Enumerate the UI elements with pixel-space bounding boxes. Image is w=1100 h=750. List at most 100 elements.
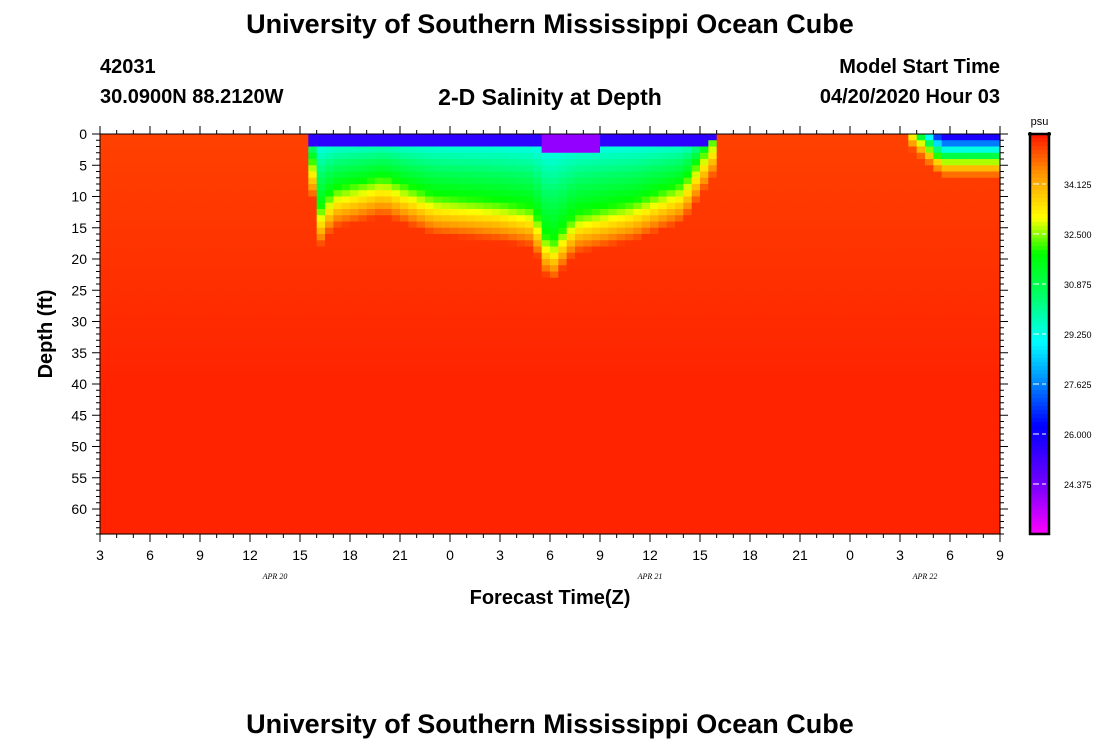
heatmap-cell <box>142 359 151 366</box>
heatmap-cell <box>558 509 567 516</box>
heatmap-cell <box>517 440 526 447</box>
heatmap-cell <box>108 315 117 322</box>
heatmap-cell <box>283 440 292 447</box>
heatmap-cell <box>233 403 242 410</box>
heatmap-cell <box>217 415 226 422</box>
heatmap-cell <box>392 472 401 479</box>
heatmap-cell <box>183 209 192 216</box>
heatmap-cell <box>642 290 651 297</box>
heatmap-cell <box>158 234 167 241</box>
heatmap-cell <box>675 222 684 229</box>
heatmap-cell <box>383 334 392 341</box>
heatmap-cell <box>625 397 634 404</box>
heatmap-cell <box>375 340 384 347</box>
heatmap-cell <box>567 515 576 522</box>
heatmap-cell <box>258 203 267 210</box>
heatmap-cell <box>583 472 592 479</box>
heatmap-cell <box>308 297 317 304</box>
heatmap-cell <box>125 172 134 179</box>
heatmap-cell <box>567 297 576 304</box>
heatmap-cell <box>225 228 234 235</box>
heatmap-cell <box>350 390 359 397</box>
heatmap-cell <box>592 453 601 460</box>
heatmap-cell <box>683 315 692 322</box>
heatmap-cell <box>692 209 701 216</box>
heatmap-cell <box>425 278 434 285</box>
heatmap-cell <box>383 234 392 241</box>
heatmap-cell <box>425 440 434 447</box>
heatmap-cell <box>100 378 109 385</box>
heatmap-cell <box>333 353 342 360</box>
heatmap-cell <box>425 197 434 204</box>
heatmap-cell <box>100 522 109 529</box>
heatmap-cell <box>600 390 609 397</box>
heatmap-cell <box>692 453 701 460</box>
heatmap-cell <box>725 153 734 160</box>
heatmap-cell <box>408 278 417 285</box>
heatmap-cell <box>400 197 409 204</box>
heatmap-cell <box>258 190 267 197</box>
heatmap-cell <box>392 297 401 304</box>
heatmap-cell <box>192 434 201 441</box>
heatmap-cell <box>467 378 476 385</box>
heatmap-cell <box>475 447 484 454</box>
heatmap-cell <box>142 422 151 429</box>
heatmap-cell <box>542 397 551 404</box>
heatmap-cell <box>725 465 734 472</box>
heatmap-cell <box>125 472 134 479</box>
heatmap-cell <box>217 197 226 204</box>
heatmap-cell <box>450 215 459 222</box>
heatmap-cell <box>533 222 542 229</box>
heatmap-cell <box>617 140 626 147</box>
heatmap-cell <box>142 228 151 235</box>
heatmap-cell <box>342 415 351 422</box>
heatmap-cell <box>633 397 642 404</box>
heatmap-cell <box>517 315 526 322</box>
heatmap-cell <box>208 359 217 366</box>
heatmap-cell <box>250 140 259 147</box>
heatmap-cell <box>108 509 117 516</box>
heatmap-cell <box>617 240 626 247</box>
heatmap-cell <box>167 503 176 510</box>
heatmap-cell <box>717 440 726 447</box>
heatmap-cell <box>242 478 251 485</box>
heatmap-cell <box>375 228 384 235</box>
heatmap-cell <box>525 515 534 522</box>
heatmap-cell <box>708 278 717 285</box>
heatmap-cell <box>242 165 251 172</box>
heatmap-cell <box>100 184 109 191</box>
heatmap-cell <box>367 478 376 485</box>
heatmap-cell <box>525 409 534 416</box>
heatmap-cell <box>358 159 367 166</box>
heatmap-cell <box>700 465 709 472</box>
heatmap-cell <box>350 134 359 141</box>
heatmap-cell <box>675 440 684 447</box>
heatmap-cell <box>633 415 642 422</box>
heatmap-cell <box>367 222 376 229</box>
heatmap-cell <box>392 203 401 210</box>
heatmap-cell <box>717 297 726 304</box>
heatmap-cell <box>667 259 676 266</box>
heatmap-cell <box>467 509 476 516</box>
heatmap-cell <box>717 490 726 497</box>
heatmap-cell <box>658 134 667 141</box>
heatmap-cell <box>300 459 309 466</box>
heatmap-cell <box>342 497 351 504</box>
heatmap-cell <box>142 134 151 141</box>
heatmap-cell <box>267 222 276 229</box>
heatmap-cell <box>433 447 442 454</box>
heatmap-cell <box>450 353 459 360</box>
heatmap-cell <box>433 240 442 247</box>
heatmap-cell <box>683 190 692 197</box>
heatmap-cell <box>742 328 751 335</box>
heatmap-cell <box>275 484 284 491</box>
heatmap-cell <box>683 297 692 304</box>
heatmap-cell <box>175 509 184 516</box>
heatmap-cell <box>308 447 317 454</box>
heatmap-cell <box>258 340 267 347</box>
heatmap-cell <box>700 165 709 172</box>
heatmap-cell <box>300 303 309 310</box>
heatmap-cell <box>717 328 726 335</box>
heatmap-cell <box>508 172 517 179</box>
heatmap-cell <box>558 328 567 335</box>
